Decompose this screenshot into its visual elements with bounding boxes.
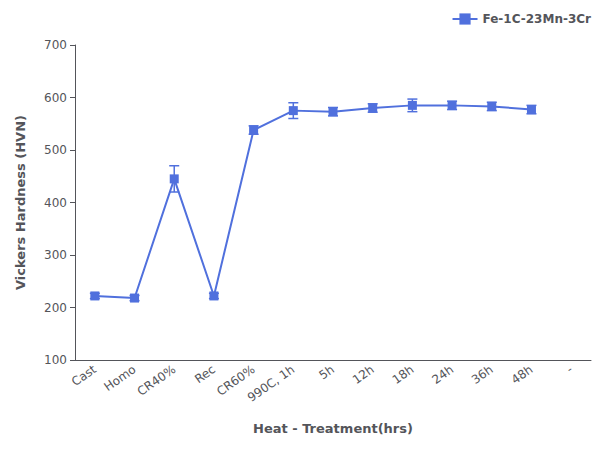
svg-text:300: 300 [44, 248, 67, 262]
svg-text:24h: 24h [429, 362, 456, 387]
svg-text:Heat - Treatment(hrs): Heat - Treatment(hrs) [253, 421, 413, 436]
svg-text:600: 600 [44, 91, 67, 105]
svg-text:CR60%: CR60% [214, 362, 258, 399]
svg-text:Fe-1C-23Mn-3Cr: Fe-1C-23Mn-3Cr [483, 12, 592, 26]
svg-text:48h: 48h [509, 362, 536, 387]
svg-text:Homo: Homo [102, 362, 139, 394]
svg-text:100: 100 [44, 353, 67, 367]
svg-text:-: - [564, 362, 576, 376]
svg-text:18h: 18h [390, 362, 417, 387]
svg-text:CR40%: CR40% [135, 362, 179, 398]
svg-text:12h: 12h [350, 362, 377, 387]
svg-text:36h: 36h [469, 362, 496, 387]
svg-text:200: 200 [44, 301, 67, 315]
svg-text:500: 500 [44, 143, 67, 157]
svg-text:Vickers Hardness (HVN): Vickers Hardness (HVN) [13, 115, 28, 290]
svg-text:700: 700 [44, 38, 67, 52]
svg-text:990C, 1h: 990C, 1h [245, 362, 297, 405]
svg-text:Cast: Cast [69, 362, 99, 389]
svg-text:400: 400 [44, 196, 67, 210]
svg-text:5h: 5h [316, 362, 337, 382]
svg-text:Rec: Rec [192, 362, 218, 386]
